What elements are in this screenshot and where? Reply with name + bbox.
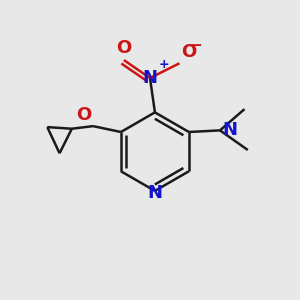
Text: N: N bbox=[142, 69, 158, 87]
Text: O: O bbox=[76, 106, 92, 124]
Text: N: N bbox=[147, 184, 162, 202]
Text: +: + bbox=[158, 58, 169, 71]
Text: O: O bbox=[116, 39, 131, 57]
Text: N: N bbox=[223, 122, 238, 140]
Text: −: − bbox=[189, 38, 202, 53]
Text: O: O bbox=[181, 43, 196, 61]
